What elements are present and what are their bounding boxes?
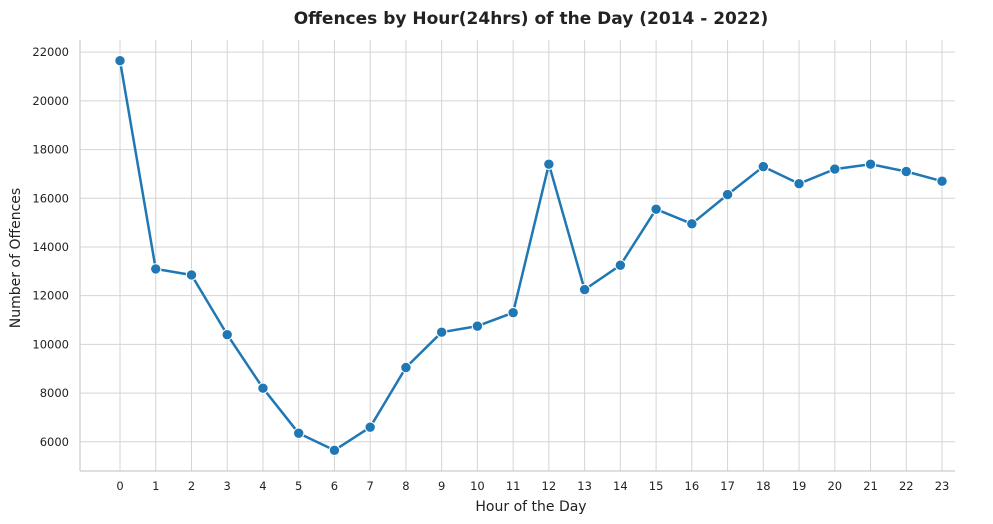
data-point xyxy=(471,320,484,332)
x-tick-label: 0 xyxy=(116,479,123,493)
x-tick-label: 14 xyxy=(613,479,628,493)
data-point xyxy=(578,283,591,296)
y-tick-label: 6000 xyxy=(40,435,69,449)
x-tick-label: 1 xyxy=(152,479,159,493)
x-tick-label: 10 xyxy=(470,479,485,493)
y-tick-label: 10000 xyxy=(32,337,69,351)
x-tick-label: 15 xyxy=(649,479,664,493)
data-point xyxy=(328,444,341,457)
data-point xyxy=(686,218,698,230)
x-tick-label: 5 xyxy=(295,479,302,493)
y-axis-label: Number of Offences xyxy=(8,188,24,328)
x-tick-label: 2 xyxy=(188,479,195,493)
data-point xyxy=(757,160,770,173)
y-tick-label: 20000 xyxy=(32,94,69,108)
data-point xyxy=(114,54,126,67)
data-point xyxy=(221,328,233,341)
data-point xyxy=(507,307,519,319)
data-point xyxy=(793,177,805,190)
data-point xyxy=(293,427,305,439)
tick-labels: 6000800010000120001400016000180002000022… xyxy=(32,45,949,493)
data-point xyxy=(900,165,912,178)
data-point xyxy=(257,382,269,394)
x-tick-label: 21 xyxy=(863,479,878,493)
data-point xyxy=(650,203,662,215)
series-line xyxy=(118,60,943,452)
data-point xyxy=(435,326,448,338)
y-tick-label: 16000 xyxy=(32,191,69,205)
axes xyxy=(79,40,955,472)
x-tick-label: 20 xyxy=(827,479,842,493)
data-point xyxy=(364,421,376,433)
chart-title: Offences by Hour(24hrs) of the Day (2014… xyxy=(294,9,769,29)
x-tick-label: 3 xyxy=(224,479,231,493)
x-tick-label: 19 xyxy=(792,479,807,493)
x-tick-label: 18 xyxy=(756,479,771,493)
x-tick-label: 13 xyxy=(577,479,592,493)
x-tick-label: 6 xyxy=(331,479,338,493)
grid xyxy=(80,40,955,471)
y-tick-label: 22000 xyxy=(32,45,69,59)
y-tick-label: 8000 xyxy=(40,386,69,400)
x-tick-label: 7 xyxy=(367,479,374,493)
data-point xyxy=(400,361,412,374)
data-point xyxy=(721,188,734,201)
x-tick-label: 16 xyxy=(685,479,700,493)
data-point xyxy=(829,163,841,175)
data-point xyxy=(185,269,198,281)
y-tick-label: 12000 xyxy=(32,289,69,303)
series xyxy=(114,54,948,457)
y-tick-label: 18000 xyxy=(32,143,69,157)
x-tick-label: 8 xyxy=(402,479,409,493)
data-point xyxy=(543,158,555,170)
data-point xyxy=(864,158,877,170)
x-tick-label: 23 xyxy=(935,479,950,493)
x-axis-label: Hour of the Day xyxy=(475,499,586,515)
y-tick-label: 14000 xyxy=(32,240,69,254)
x-tick-label: 4 xyxy=(259,479,266,493)
x-tick-label: 11 xyxy=(506,479,521,493)
x-tick-label: 12 xyxy=(542,479,557,493)
data-point xyxy=(150,263,162,275)
data-point xyxy=(936,175,948,187)
x-tick-label: 17 xyxy=(720,479,735,493)
x-tick-label: 22 xyxy=(899,479,914,493)
x-tick-label: 9 xyxy=(438,479,445,493)
data-point xyxy=(614,259,627,271)
